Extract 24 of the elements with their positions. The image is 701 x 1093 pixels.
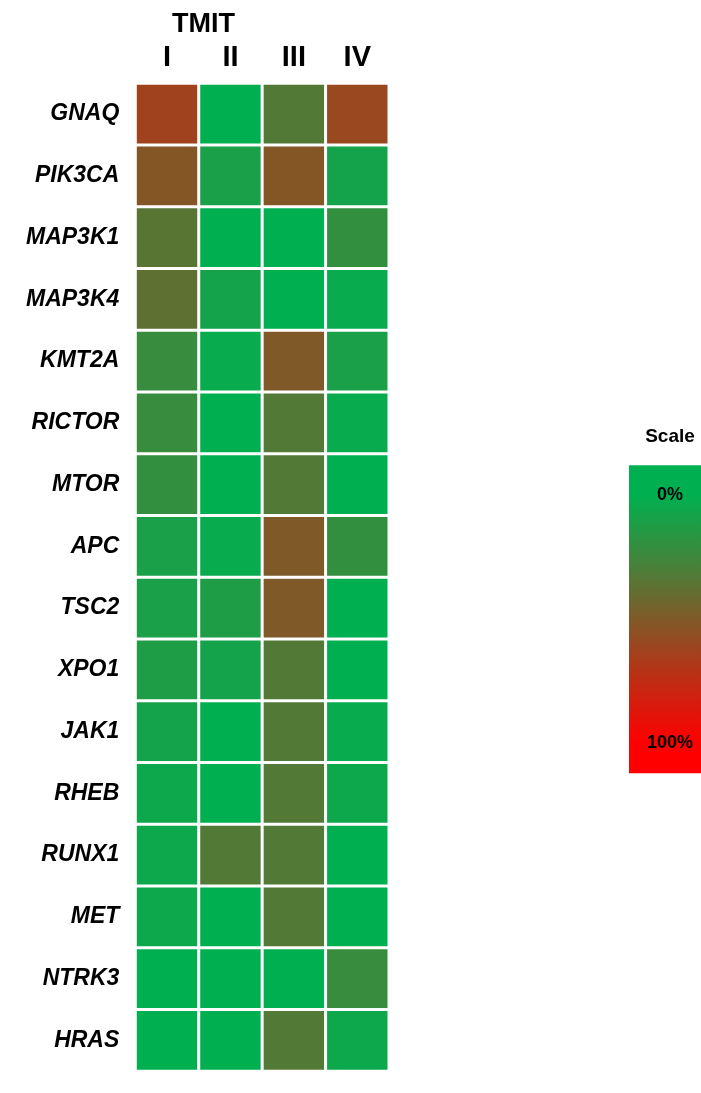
y-tick-label: MTOR	[52, 469, 120, 496]
y-tick-label: KMT2A	[40, 346, 120, 373]
y-tick-label: HRAS	[54, 1025, 120, 1052]
y-tick-label: GNAQ	[50, 99, 120, 126]
y-tick-label: MET	[70, 902, 122, 929]
x-tick-label: II	[222, 39, 239, 72]
y-tick-label: RICTOR	[31, 408, 120, 435]
y-tick-label: APC	[69, 531, 120, 558]
y-tick-label: PIK3CA	[34, 161, 120, 188]
x-tick-label: I	[162, 39, 172, 72]
y-tick-label: RUNX1	[41, 840, 120, 867]
chart-title: TMIT	[172, 7, 236, 38]
y-tick-label: MAP3K1	[25, 222, 120, 249]
color-bar-title: Scale	[645, 425, 695, 447]
y-tick-label: MAP3K4	[25, 284, 120, 311]
y-tick-label: XPO1	[55, 655, 120, 682]
y-tick-label: RHEB	[54, 778, 120, 805]
y-tick-label: TSC2	[60, 593, 120, 620]
x-tick-label: III	[281, 39, 306, 72]
color-bar-label: 100%	[646, 732, 694, 753]
y-tick-label: NTRK3	[42, 963, 120, 990]
y-tick-label: JAK1	[60, 716, 120, 743]
x-tick-label: IV	[343, 39, 372, 72]
color-bar-label: 0%	[656, 484, 684, 505]
